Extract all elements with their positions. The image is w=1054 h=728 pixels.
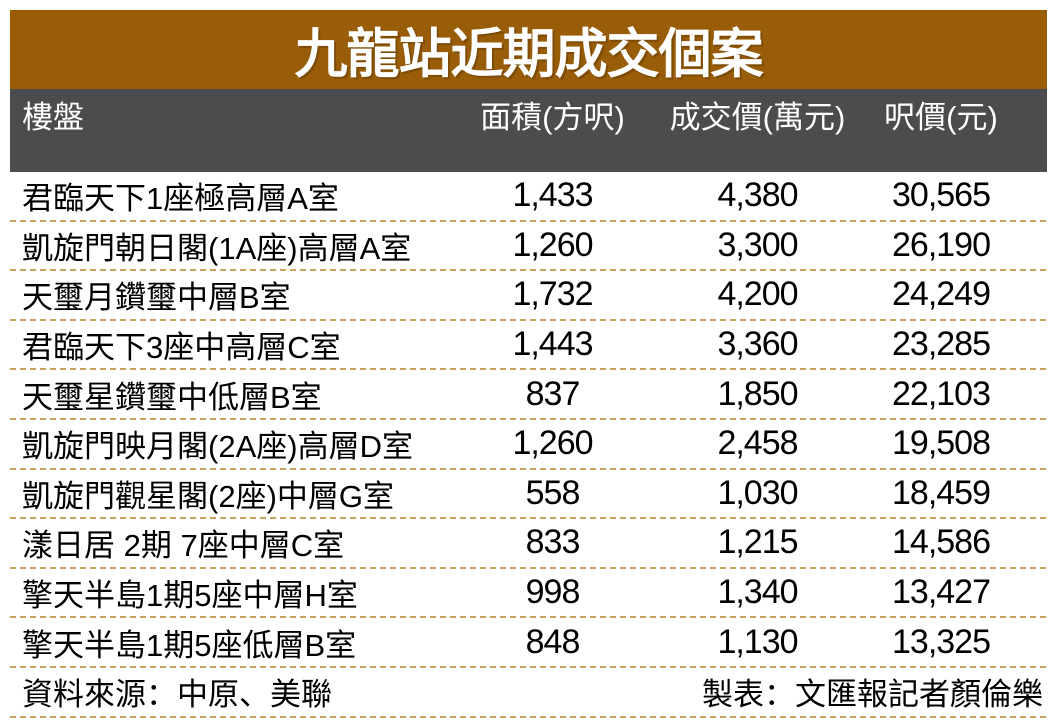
row-divider xyxy=(10,517,1047,520)
area-value: 1,732 xyxy=(512,275,593,314)
property-name: 漾日居 2期 7座中層C室 xyxy=(22,528,345,564)
row-divider xyxy=(10,318,1047,321)
property-name: 擎天半島1期5座中層H室 xyxy=(22,578,358,614)
area-value: 1,260 xyxy=(512,424,593,463)
table-row: 君臨天下1座極高層A室 1,433 4,380 30,565 xyxy=(10,172,1047,220)
psf-value: 13,325 xyxy=(892,622,991,661)
table-row: 擎天半島1期5座中層H室 998 1,340 13,427 xyxy=(10,569,1047,617)
area-value: 833 xyxy=(525,523,581,562)
property-name: 凱旋門朝日閣(1A座)高層A室 xyxy=(22,230,412,266)
source-note: 資料來源：中原、美聯 xyxy=(22,677,332,713)
title-bar: 九龍站近期成交個案 xyxy=(10,10,1047,89)
psf-value: 26,190 xyxy=(892,225,991,264)
area-value: 998 xyxy=(525,573,581,612)
psf-value: 13,427 xyxy=(892,573,991,612)
price-value: 2,458 xyxy=(717,424,798,463)
psf-value: 19,508 xyxy=(892,424,991,463)
credit-note: 製表：文匯報記者顏倫樂 xyxy=(702,677,1043,713)
psf-value: 22,103 xyxy=(892,374,991,413)
area-value: 837 xyxy=(525,374,581,413)
area-value: 848 xyxy=(525,622,581,661)
header-grid: 樓盤 面積(方呎) 成交價(萬元) 呎價(元) xyxy=(10,98,1047,138)
area-value: 1,443 xyxy=(512,325,593,364)
column-header-area: 面積(方呎) xyxy=(480,100,625,135)
psf-value: 23,285 xyxy=(892,325,991,364)
property-name: 天璽月鑽璽中層B室 xyxy=(22,280,291,316)
row-divider xyxy=(10,616,1047,619)
area-value: 558 xyxy=(525,473,581,512)
column-header-psf: 呎價(元) xyxy=(884,100,998,135)
psf-value: 24,249 xyxy=(892,275,991,314)
psf-value: 18,459 xyxy=(892,473,991,512)
price-value: 4,380 xyxy=(717,176,798,215)
table-row: 天璽月鑽璽中層B室 1,732 4,200 24,249 xyxy=(10,271,1047,319)
property-name: 凱旋門映月閣(2A座)高層D室 xyxy=(22,429,413,465)
price-value: 1,030 xyxy=(717,473,798,512)
column-header-property: 樓盤 xyxy=(22,100,84,135)
price-value: 4,200 xyxy=(717,275,798,314)
row-divider xyxy=(10,665,1047,668)
price-value: 3,360 xyxy=(717,325,798,364)
price-value: 1,850 xyxy=(717,374,798,413)
price-value: 1,215 xyxy=(717,523,798,562)
footer-divider xyxy=(10,715,1047,718)
row-divider xyxy=(10,368,1047,371)
price-value: 3,300 xyxy=(717,225,798,264)
property-name: 君臨天下3座中高層C室 xyxy=(22,330,341,366)
row-divider xyxy=(10,269,1047,272)
property-name: 擎天半島1期5座低層B室 xyxy=(22,627,357,663)
row-divider xyxy=(10,219,1047,222)
row-divider xyxy=(10,566,1047,569)
table-header: 樓盤 面積(方呎) 成交價(萬元) 呎價(元) xyxy=(10,89,1047,172)
row-divider xyxy=(10,467,1047,470)
row-divider xyxy=(10,417,1047,420)
property-name: 凱旋門觀星閣(2座)中層G室 xyxy=(22,478,394,514)
table-footer: 資料來源：中原、美聯 製表：文匯報記者顏倫樂 xyxy=(10,668,1047,716)
table-row: 凱旋門映月閣(2A座)高層D室 1,260 2,458 19,508 xyxy=(10,420,1047,468)
price-value: 1,130 xyxy=(717,622,798,661)
psf-value: 30,565 xyxy=(892,176,991,215)
area-value: 1,260 xyxy=(512,225,593,264)
table-row: 天璽星鑽璽中低層B室 837 1,850 22,103 xyxy=(10,370,1047,418)
property-name: 天璽星鑽璽中低層B室 xyxy=(22,379,322,415)
table-row: 凱旋門朝日閣(1A座)高層A室 1,260 3,300 26,190 xyxy=(10,222,1047,270)
table-row: 漾日居 2期 7座中層C室 833 1,215 14,586 xyxy=(10,519,1047,567)
column-header-price: 成交價(萬元) xyxy=(669,100,846,135)
figure-content: 九龍站近期成交個案 樓盤 面積(方呎) 成交價(萬元) 呎價(元) 君臨天下1座… xyxy=(10,10,1047,718)
table-row: 凱旋門觀星閣(2座)中層G室 558 1,030 18,459 xyxy=(10,470,1047,518)
area-value: 1,433 xyxy=(512,176,593,215)
table-row: 君臨天下3座中高層C室 1,443 3,360 23,285 xyxy=(10,321,1047,369)
property-name: 君臨天下1座極高層A室 xyxy=(22,181,339,217)
table-row: 擎天半島1期5座低層B室 848 1,130 13,325 xyxy=(10,618,1047,666)
figure-title: 九龍站近期成交個案 xyxy=(294,24,764,84)
price-value: 1,340 xyxy=(717,573,798,612)
psf-value: 14,586 xyxy=(892,523,991,562)
